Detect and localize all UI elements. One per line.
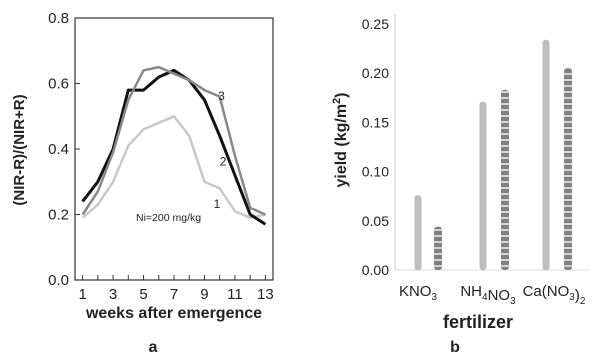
a-series-line-2 — [81, 68, 267, 226]
panel-b: 0.000.050.100.150.200.25 KNO3 NH4NO3Ca(NO… — [331, 14, 590, 356]
a-series-line-1 — [81, 115, 266, 220]
b-category-label-part: NO — [547, 283, 570, 300]
a-x-tick-label: 7 — [170, 286, 178, 303]
b-bar-NH4NO3-s2 — [501, 89, 509, 270]
b-y-ticks: 0.00 0.05 0.10 0.15 0.20 0.25 — [362, 16, 389, 278]
a-series-label-2: 2 — [220, 154, 227, 168]
b-bar-Ca(NO3)2-s1 — [542, 39, 550, 270]
b-x-axis-title: fertilizer — [443, 312, 513, 332]
a-series-label-3: 3 — [218, 89, 225, 103]
b-category-label-part: Ca — [523, 283, 543, 300]
b-category-label-sub: 4 — [482, 292, 488, 303]
b-category-label: NH4NO3 — [460, 283, 516, 307]
a-y-tick-label: 0.2 — [48, 207, 69, 224]
a-x-ticks: 1 3 5 7 9 11 13 — [78, 275, 274, 303]
a-series-label-1: 1 — [214, 197, 221, 211]
a-x-tick-label: 3 — [109, 286, 117, 303]
panel-label-a: a — [149, 339, 158, 356]
a-x-tick-label: 9 — [200, 286, 208, 303]
b-category-label-part: NO — [488, 287, 511, 304]
a-y-tick-label: 0.6 — [48, 76, 69, 93]
a-annotation: Ni=200 mg/kg — [136, 212, 201, 224]
b-y-tick-label: 0.00 — [362, 262, 389, 278]
b-y-tick-label: 0.15 — [362, 114, 389, 130]
b-category-label-sub: 3 — [569, 292, 575, 303]
a-y-tick-label: 0.0 — [48, 272, 69, 289]
b-bars — [414, 39, 572, 271]
a-y-ticks: 0.0 0.2 0.4 0.6 0.8 — [48, 10, 80, 289]
b-bar-NH4NO3-s1 — [479, 101, 487, 271]
b-y-title-main: yield (kg/m — [333, 104, 350, 188]
plot-a-frame — [74, 17, 274, 281]
b-category-label: Ca(NO3)2 — [523, 283, 586, 307]
a-y-tick-label: 0.8 — [48, 10, 69, 27]
a-series-lines: 1 2 3 — [81, 65, 267, 226]
b-bar-KNO3-s1 — [414, 195, 422, 270]
panel-a: 0.00.20.40.60.8 1 3 5 7 9 11 13 123 (NIR-R)/(N… — [11, 10, 274, 356]
b-category-label: KNO3 — [399, 283, 438, 303]
a-x-tick-label: 13 — [257, 286, 274, 303]
a-x-axis-title: weeks after emergence — [85, 305, 262, 322]
b-y-tick-label: 0.05 — [362, 213, 389, 229]
b-y-tick-label: 0.10 — [362, 164, 389, 180]
b-category-label-part: KNO — [399, 283, 432, 300]
b-y-tick-label: 0.25 — [362, 16, 389, 32]
b-y-title-close: ) — [333, 92, 350, 97]
b-bar-Ca(NO3)2-s2 — [564, 68, 572, 270]
panel-label-b: b — [450, 339, 460, 356]
b-y-title-sup: 2 — [331, 98, 343, 104]
b-category-label-part: ( — [542, 283, 547, 300]
b-category-label-sub: 3 — [431, 292, 437, 303]
a-x-tick-label: 1 — [78, 286, 86, 303]
b-category-label-sub: 2 — [580, 296, 586, 307]
a-x-tick-label: 5 — [139, 286, 147, 303]
a-y-axis-title: (NIR-R)/(NIR+R) — [11, 94, 28, 205]
a-series-line-3 — [81, 65, 266, 216]
b-category-label-sub: 3 — [510, 296, 516, 307]
b-category-label-part: ) — [575, 287, 580, 304]
b-y-axis-title: yield (kg/m2) — [331, 92, 350, 187]
a-x-tick-label: 11 — [227, 286, 243, 303]
a-y-tick-label: 0.4 — [48, 141, 69, 158]
b-y-tick-label: 0.20 — [362, 65, 389, 81]
b-category-label-part: NH — [460, 283, 482, 300]
